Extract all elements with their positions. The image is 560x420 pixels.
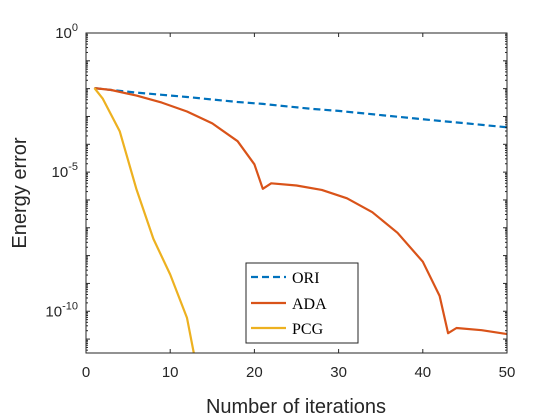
legend-label-pcg: PCG [292, 321, 324, 338]
x-tick-label: 0 [82, 364, 90, 381]
legend: ORI ADA PCG [245, 262, 359, 344]
x-tick-label: 40 [414, 364, 431, 381]
series-line-pcg [93, 87, 195, 354]
y-tick-label: 100 [55, 22, 78, 42]
series-layer [93, 87, 508, 354]
series-line-ada [94, 87, 508, 336]
plot-area-frame [85, 32, 508, 354]
y-axis-ticks: 10-10 10-5 100 [45, 22, 507, 351]
legend-label-ori: ORI [292, 270, 320, 287]
x-tick-label: 30 [330, 364, 347, 381]
x-axis-ticks: 0 10 20 30 40 50 [82, 33, 516, 381]
series-line-ori [94, 87, 508, 129]
x-tick-label: 20 [246, 364, 263, 381]
x-tick-label: 50 [499, 364, 516, 381]
x-tick-label: 10 [162, 364, 179, 381]
y-tick-label: 10-10 [45, 300, 78, 320]
y-tick-label: 10-5 [52, 161, 78, 181]
legend-label-ada: ADA [292, 296, 327, 313]
x-axis-title: Number of iterations [206, 396, 386, 418]
y-axis-title: Energy error [9, 137, 31, 248]
